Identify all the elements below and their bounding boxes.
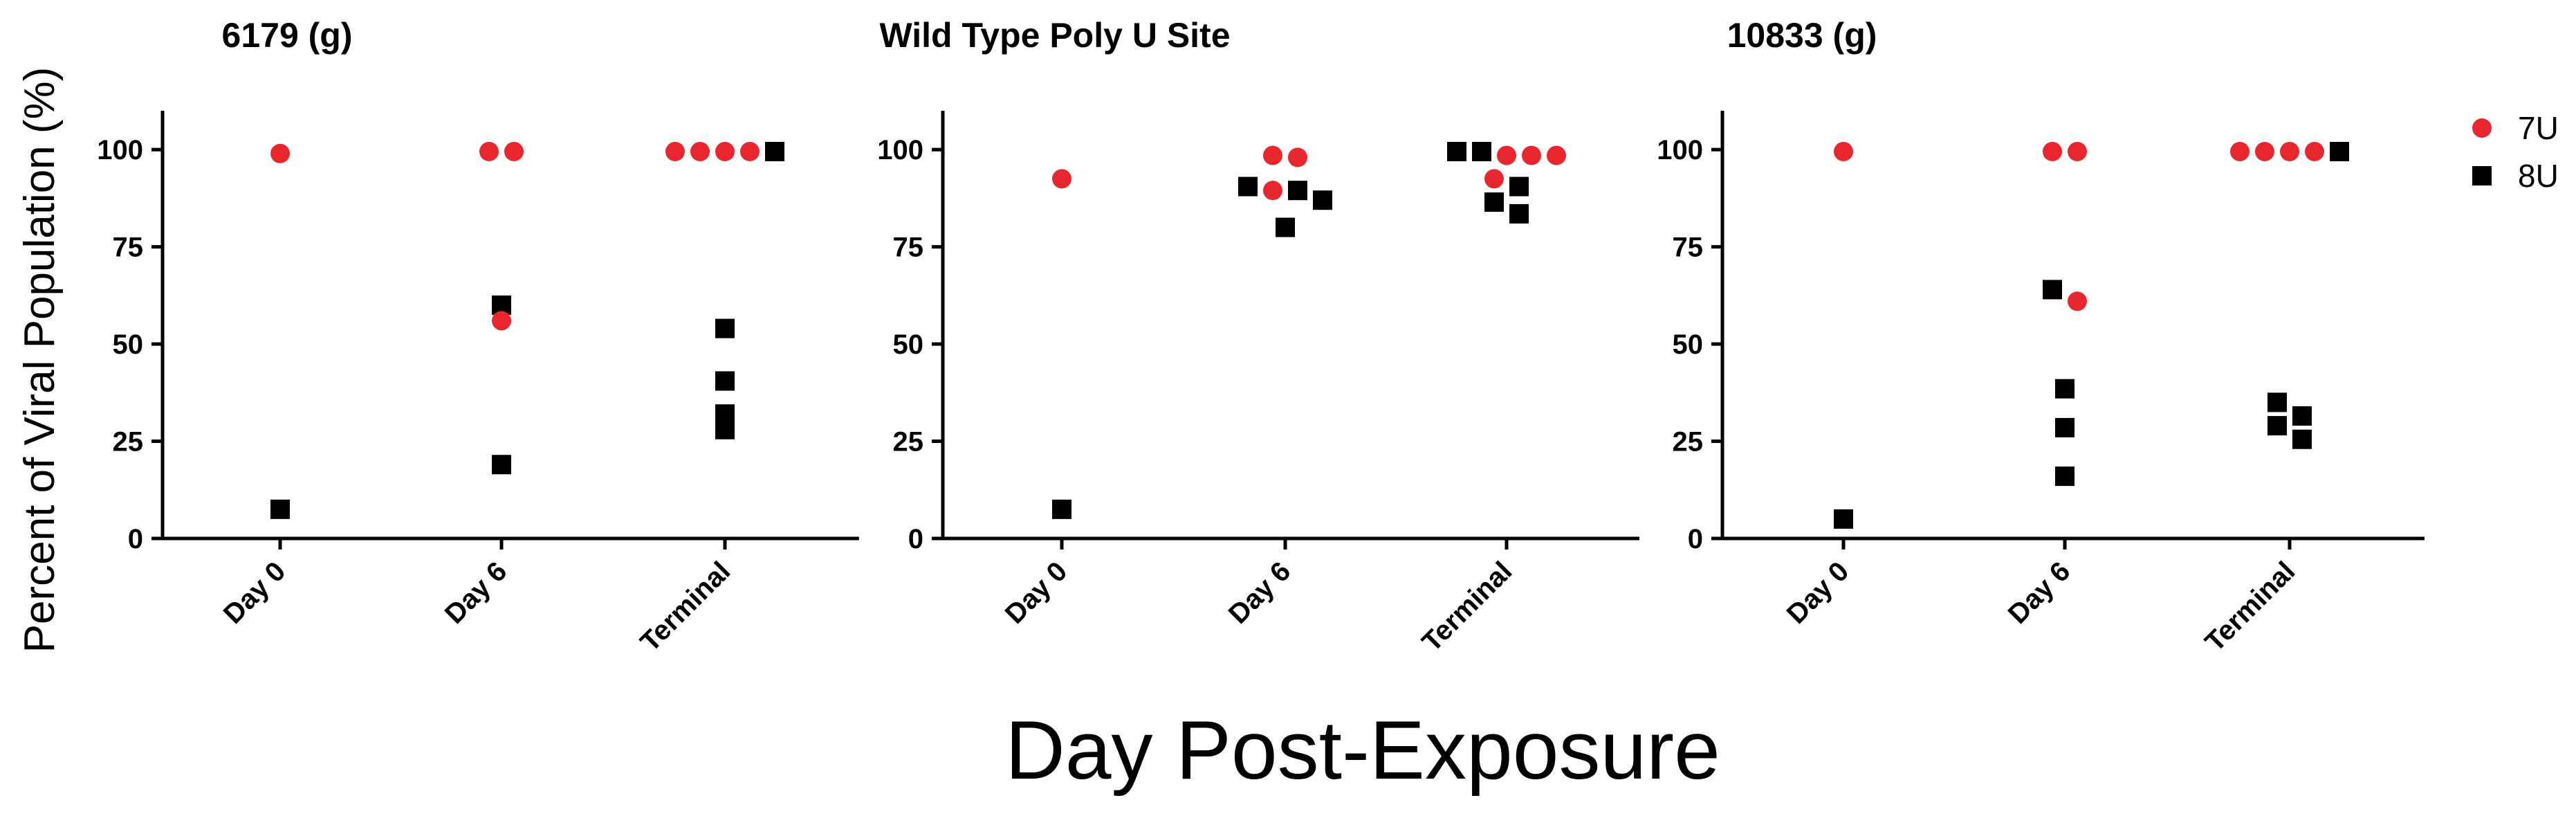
point-7u: [1288, 147, 1307, 167]
x-tick-label: Terminal: [2199, 556, 2301, 658]
point-7u: [2068, 141, 2087, 161]
x-tick-label: Day 0: [1781, 556, 1855, 630]
point-8u: [1472, 141, 1491, 161]
x-tick-label: Day 6: [439, 556, 513, 630]
point-8u: [1288, 181, 1307, 201]
point-7u: [1484, 169, 1504, 189]
panel-title: 6179 (g): [222, 16, 353, 55]
y-tick-label: 0: [1688, 524, 1703, 554]
point-8u: [1834, 509, 1853, 529]
point-8u: [2292, 406, 2312, 426]
point-7u: [1052, 169, 1071, 189]
point-7u: [1497, 145, 1516, 165]
y-tick-label: 50: [1673, 329, 1704, 360]
point-8u: [270, 499, 290, 519]
x-tick-label: Day 0: [218, 556, 292, 630]
point-7u: [1263, 181, 1282, 201]
point-8u: [2055, 379, 2074, 399]
x-tick-label: Day 0: [1000, 556, 1074, 630]
point-7u: [270, 143, 290, 163]
point-7u: [2280, 141, 2299, 161]
panel-2: Wild Type Poly U Site 0 25 50 75 100 Day 0 Day …: [877, 16, 1639, 658]
point-8u: [1509, 176, 1529, 197]
y-tick-label: 50: [113, 329, 144, 360]
point-7u: [1522, 145, 1541, 165]
y-tick-label: 75: [1673, 233, 1704, 263]
point-8u: [715, 371, 735, 391]
point-8u: [1052, 499, 1071, 519]
point-7u: [2068, 291, 2087, 311]
point-7u: [504, 141, 524, 161]
point-7u: [1547, 145, 1566, 165]
point-8u: [2055, 417, 2074, 437]
point-7u: [2255, 141, 2274, 161]
x-axis-title: Day Post-Exposure: [1005, 704, 1720, 797]
legend-label-7u: 7U: [2518, 110, 2559, 146]
legend-marker-8u: [2472, 166, 2492, 185]
y-tick-label: 50: [893, 329, 924, 360]
y-tick-label: 25: [113, 427, 144, 457]
point-8u: [2267, 392, 2287, 412]
point-8u: [765, 141, 784, 161]
point-8u: [1238, 176, 1258, 197]
point-8u: [1313, 190, 1332, 210]
y-tick-label: 100: [97, 135, 143, 165]
panel-title: Wild Type Poly U Site: [879, 16, 1230, 55]
legend-label-8u: 8U: [2518, 158, 2559, 194]
y-tick-label: 100: [1657, 135, 1703, 165]
point-8u: [1447, 141, 1466, 161]
x-tick-label: Terminal: [634, 556, 736, 658]
y-tick-label: 100: [877, 135, 923, 165]
point-7u: [2230, 141, 2250, 161]
y-tick-label: 0: [908, 524, 923, 554]
y-tick-label: 75: [893, 233, 924, 263]
x-tick-label: Day 6: [1223, 556, 1297, 630]
panel-1: 6179 (g) 0 25 50 75 100 Day 0 Day 6 Terminal: [97, 16, 859, 658]
legend-marker-7u: [2472, 118, 2492, 138]
point-8u: [2330, 141, 2349, 161]
point-8u: [1509, 203, 1529, 224]
y-tick-label: 25: [893, 427, 924, 457]
y-tick-label: 75: [113, 233, 144, 263]
point-7u: [665, 141, 685, 161]
point-8u: [715, 419, 735, 439]
point-8u: [2292, 429, 2312, 449]
point-8u: [2043, 280, 2062, 300]
x-tick-label: Terminal: [1416, 556, 1518, 658]
point-7u: [2043, 141, 2062, 161]
point-8u: [2055, 466, 2074, 487]
point-8u: [492, 455, 511, 475]
y-tick-label: 0: [128, 524, 143, 554]
point-7u: [715, 141, 735, 161]
legend: 7U 8U: [2472, 110, 2559, 194]
point-7u: [492, 311, 511, 331]
point-8u: [1276, 217, 1295, 237]
point-8u: [1484, 192, 1504, 212]
point-7u: [479, 141, 499, 161]
point-7u: [1834, 141, 1853, 161]
y-tick-label: 25: [1673, 427, 1704, 457]
point-7u: [2305, 141, 2324, 161]
panel-3: 10833 (g) 0 25 50 75 100 Day 0 Day 6 Terminal: [1657, 16, 2425, 658]
point-7u: [1263, 145, 1282, 165]
point-8u: [715, 318, 735, 338]
point-7u: [740, 141, 760, 161]
panel-title: 10833 (g): [1727, 16, 1877, 55]
y-axis-title: Percent of Viral Population (%): [16, 67, 64, 653]
point-7u: [690, 141, 710, 161]
x-tick-label: Day 6: [2003, 556, 2077, 630]
point-8u: [2267, 416, 2287, 436]
